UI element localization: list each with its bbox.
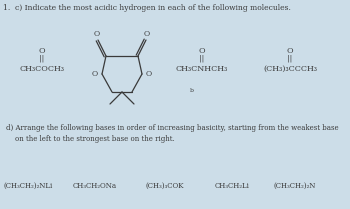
Text: (CH₃)₃CCCH₃: (CH₃)₃CCCH₃ xyxy=(263,65,317,73)
Text: O: O xyxy=(39,47,45,55)
Text: on the left to the strongest base on the right.: on the left to the strongest base on the… xyxy=(6,135,175,143)
Text: (CH₃CH₂)₂NLi: (CH₃CH₂)₂NLi xyxy=(4,182,52,190)
Text: O: O xyxy=(146,70,152,78)
Text: O: O xyxy=(199,47,205,55)
Text: ||: || xyxy=(39,55,45,63)
Text: CH₃CH₂ONa: CH₃CH₂ONa xyxy=(73,182,117,190)
Text: (CH₃CH₂)₂N: (CH₃CH₂)₂N xyxy=(274,182,316,190)
Text: ||: || xyxy=(199,55,205,63)
Text: b: b xyxy=(190,88,194,93)
Text: ||: || xyxy=(287,55,293,63)
Text: O: O xyxy=(144,30,150,38)
Text: O: O xyxy=(287,47,293,55)
Text: CH₃COCH₃: CH₃COCH₃ xyxy=(20,65,64,73)
Text: O: O xyxy=(94,30,100,38)
Text: CH₃CNHCH₃: CH₃CNHCH₃ xyxy=(176,65,228,73)
Text: (CH₃)₃COK: (CH₃)₃COK xyxy=(146,182,184,190)
Text: O: O xyxy=(92,70,98,78)
Text: d) Arrange the following bases in order of increasing basicity, starting from th: d) Arrange the following bases in order … xyxy=(6,124,339,132)
Text: 1.  c) Indicate the most acidic hydrogen in each of the following molecules.: 1. c) Indicate the most acidic hydrogen … xyxy=(3,4,291,12)
Text: CH₃CH₂Li: CH₃CH₂Li xyxy=(215,182,250,190)
